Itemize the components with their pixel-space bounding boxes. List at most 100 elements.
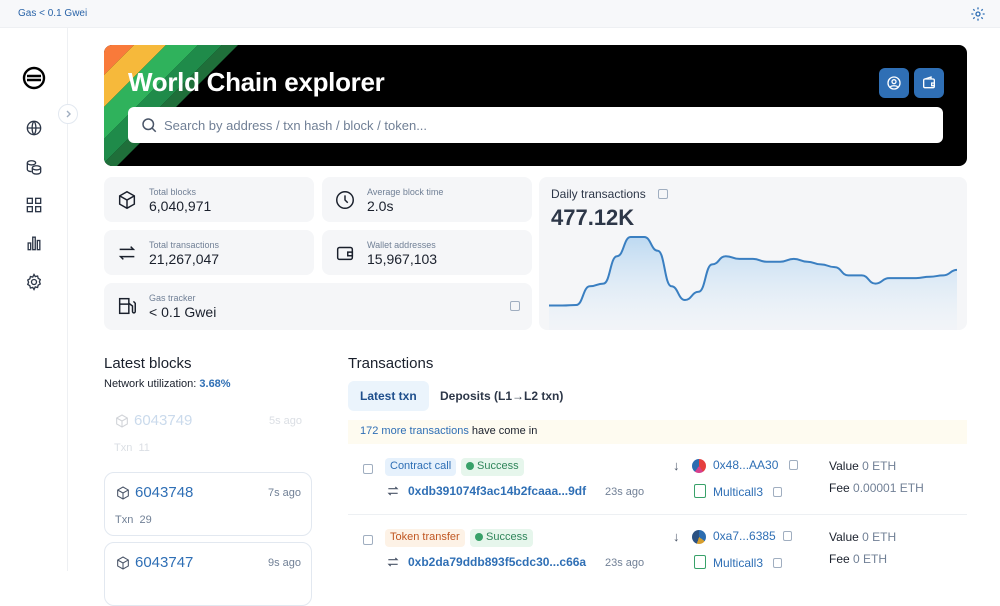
status-text: Success bbox=[486, 531, 528, 543]
wallet-button[interactable] bbox=[914, 68, 944, 98]
top-bar: Gas < 0.1 Gwei bbox=[0, 0, 1000, 28]
stat-value: 15,967,103 bbox=[367, 251, 438, 267]
chart-line bbox=[548, 236, 958, 307]
address-avatar bbox=[692, 459, 706, 473]
page-title: World Chain explorer bbox=[128, 67, 385, 97]
stat-label: Wallet addresses bbox=[367, 240, 436, 250]
search-icon bbox=[142, 118, 157, 133]
wallet-icon bbox=[923, 76, 935, 89]
daily-transactions-chart bbox=[548, 236, 958, 330]
from-address-link[interactable]: 0xa7...6385 bbox=[713, 529, 776, 543]
txn-count: 11 bbox=[138, 442, 150, 454]
stat-label: Average block time bbox=[367, 187, 444, 197]
more-transactions-link[interactable]: 172 more transactions bbox=[360, 425, 469, 437]
fee-label: Fee bbox=[829, 481, 850, 495]
block-txn: Txn 11 bbox=[114, 442, 150, 454]
txn-count: 29 bbox=[139, 514, 152, 526]
tx-fee: Fee 0 ETH bbox=[829, 552, 887, 566]
tx-hash-link[interactable]: 0xb2da79ddb893f5cdc30...c66a bbox=[408, 555, 587, 569]
tokens-icon[interactable] bbox=[24, 157, 44, 177]
gas-price-link[interactable]: Gas < 0.1 Gwei bbox=[18, 8, 88, 19]
check-icon bbox=[475, 533, 483, 541]
profile-button[interactable] bbox=[879, 68, 909, 98]
sidebar bbox=[0, 28, 78, 571]
search-input[interactable] bbox=[164, 107, 924, 143]
status-badge: Success bbox=[461, 458, 524, 476]
tx-type-badge: Contract call bbox=[385, 458, 457, 476]
tx-hash-link[interactable]: 0xdb391074f3ac14b2fcaaa...9df bbox=[408, 484, 587, 498]
latest-blocks-title: Latest blocks bbox=[104, 355, 192, 372]
expand-checkbox[interactable] bbox=[363, 464, 373, 474]
rainbow-stripes bbox=[104, 45, 238, 166]
transaction-row: Token transfer Success 0xb2da79ddb893f5c… bbox=[348, 514, 967, 584]
globe-icon[interactable] bbox=[24, 118, 44, 138]
transaction-row: Contract call Success 0xdb391074f3ac14b2… bbox=[348, 444, 967, 514]
block-age: 7s ago bbox=[267, 487, 301, 499]
status-text: Success bbox=[477, 460, 519, 472]
clock-icon bbox=[336, 191, 354, 209]
check-icon bbox=[466, 462, 474, 470]
apps-grid-icon[interactable] bbox=[24, 195, 44, 215]
stat-label: Gas tracker bbox=[149, 293, 196, 303]
block-number-link[interactable]: 6043747 bbox=[135, 554, 194, 571]
value-label: Value bbox=[829, 459, 859, 473]
tx-value: Value 0 ETH bbox=[829, 530, 896, 544]
transfer-arrows-icon bbox=[387, 557, 399, 567]
tab-latest-txn[interactable]: Latest txn bbox=[348, 381, 429, 411]
cube-icon bbox=[116, 414, 128, 428]
tx-type-badge: Token transfer bbox=[385, 529, 465, 547]
contract-icon bbox=[694, 484, 706, 498]
block-txn: Txn 29 bbox=[115, 514, 152, 526]
cube-icon bbox=[117, 486, 129, 500]
status-badge: Success bbox=[470, 529, 533, 547]
tx-age: 23s ago bbox=[605, 557, 645, 569]
cube-icon bbox=[117, 556, 129, 570]
stat-avg-block-time: Average block time 2.0s bbox=[322, 177, 532, 222]
info-icon[interactable] bbox=[658, 189, 668, 199]
transactions-title: Transactions bbox=[348, 355, 434, 372]
world-chain-logo-icon[interactable] bbox=[22, 66, 46, 90]
block-age: 5s ago bbox=[268, 415, 302, 427]
info-icon[interactable] bbox=[510, 301, 520, 311]
wallet-icon bbox=[336, 246, 354, 261]
block-age: 9s ago bbox=[267, 557, 301, 569]
copy-icon[interactable] bbox=[789, 460, 798, 470]
copy-icon[interactable] bbox=[773, 487, 782, 497]
block-number-link[interactable]: 6043749 bbox=[134, 412, 193, 429]
settings-icon[interactable] bbox=[24, 272, 44, 292]
stat-label: Total transactions bbox=[149, 240, 220, 250]
stat-gas-tracker: Gas tracker < 0.1 Gwei bbox=[104, 283, 532, 330]
txn-label: Txn bbox=[115, 514, 134, 526]
stats-chart-icon[interactable] bbox=[24, 233, 44, 253]
copy-icon[interactable] bbox=[783, 531, 792, 541]
chart-area bbox=[549, 237, 957, 330]
arrow-down-icon: ↓ bbox=[673, 529, 680, 544]
from-address-link[interactable]: 0x48...AA30 bbox=[713, 458, 779, 472]
cube-icon bbox=[118, 190, 136, 210]
to-contract-link[interactable]: Multicall3 bbox=[713, 556, 764, 570]
network-utilization-label: Network utilization: bbox=[104, 378, 197, 390]
sidebar-collapse-button[interactable] bbox=[58, 104, 78, 124]
address-avatar bbox=[692, 530, 706, 544]
user-icon bbox=[887, 76, 901, 90]
block-number-link[interactable]: 6043748 bbox=[135, 484, 194, 501]
tx-value: Value 0 ETH bbox=[829, 459, 896, 473]
value-amount: 0 ETH bbox=[862, 530, 897, 544]
daily-transactions-label: Daily transactions bbox=[551, 187, 646, 201]
daily-transactions-value: 477.12K bbox=[551, 205, 635, 230]
stat-wallet-addresses: Wallet addresses 15,967,103 bbox=[322, 230, 532, 275]
network-utilization: Network utilization: 3.68% bbox=[104, 378, 231, 390]
block-card: 6043747 9s ago bbox=[104, 542, 312, 606]
value-label: Value bbox=[829, 530, 859, 544]
value-amount: 0 ETH bbox=[862, 459, 897, 473]
fee-amount: 0.00001 ETH bbox=[853, 481, 924, 495]
gear-icon[interactable] bbox=[970, 6, 986, 22]
to-contract-link[interactable]: Multicall3 bbox=[713, 485, 764, 499]
banner-text: have come in bbox=[468, 425, 538, 437]
expand-checkbox[interactable] bbox=[363, 535, 373, 545]
search-bar[interactable] bbox=[128, 107, 943, 143]
hero-banner: World Chain explorer bbox=[104, 45, 967, 166]
tab-deposits[interactable]: Deposits (L1→L2 txn) bbox=[440, 389, 564, 403]
transfer-arrows-icon bbox=[118, 246, 136, 260]
copy-icon[interactable] bbox=[773, 558, 782, 568]
